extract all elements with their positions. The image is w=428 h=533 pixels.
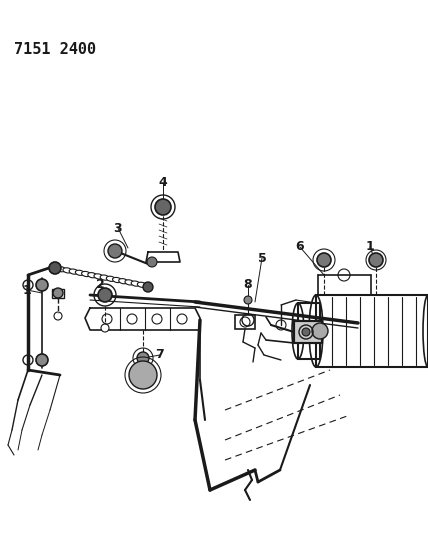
- Circle shape: [137, 352, 149, 364]
- Text: 7151 2400: 7151 2400: [14, 42, 96, 57]
- Ellipse shape: [119, 279, 128, 284]
- Text: 7: 7: [156, 349, 164, 361]
- Ellipse shape: [75, 270, 84, 276]
- Text: 5: 5: [258, 252, 266, 264]
- Bar: [316, 295, 428, 367]
- Circle shape: [147, 257, 157, 267]
- Ellipse shape: [57, 266, 65, 272]
- Bar: [52, 289, 64, 298]
- Ellipse shape: [88, 272, 97, 278]
- Text: 2: 2: [95, 279, 104, 292]
- Circle shape: [143, 282, 153, 292]
- Ellipse shape: [137, 282, 146, 287]
- Ellipse shape: [69, 269, 78, 274]
- Circle shape: [53, 288, 63, 298]
- Circle shape: [36, 279, 48, 291]
- Circle shape: [244, 296, 252, 304]
- Circle shape: [129, 361, 157, 389]
- Circle shape: [312, 323, 328, 339]
- Circle shape: [155, 199, 171, 215]
- Text: 6: 6: [296, 240, 304, 254]
- Ellipse shape: [82, 271, 90, 277]
- Ellipse shape: [143, 284, 152, 288]
- Ellipse shape: [125, 280, 134, 285]
- Bar: [235, 315, 255, 329]
- Circle shape: [317, 253, 331, 267]
- Circle shape: [101, 324, 109, 332]
- Ellipse shape: [113, 277, 122, 282]
- Text: 4: 4: [159, 176, 167, 190]
- Text: 8: 8: [244, 279, 253, 292]
- Ellipse shape: [51, 265, 59, 271]
- Text: 1: 1: [366, 240, 374, 254]
- Ellipse shape: [94, 274, 103, 279]
- Circle shape: [108, 244, 122, 258]
- Text: 1: 1: [23, 284, 31, 296]
- Bar: [294, 321, 322, 343]
- Circle shape: [98, 288, 112, 302]
- Bar: [298, 303, 320, 359]
- Ellipse shape: [106, 276, 115, 281]
- Circle shape: [369, 253, 383, 267]
- Bar: [294, 321, 322, 343]
- Ellipse shape: [100, 275, 109, 280]
- Text: 3: 3: [114, 222, 122, 235]
- Ellipse shape: [63, 268, 72, 273]
- Circle shape: [49, 262, 61, 274]
- Circle shape: [302, 328, 310, 336]
- Ellipse shape: [131, 281, 140, 286]
- Circle shape: [36, 354, 48, 366]
